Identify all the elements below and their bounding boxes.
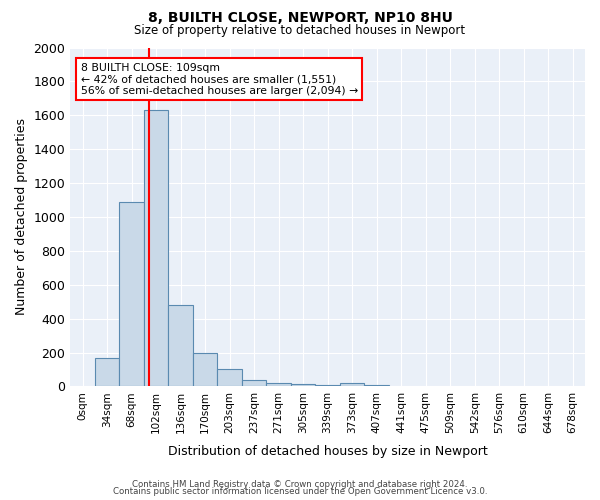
Bar [144,110,169,386]
Bar [217,370,242,386]
Bar [316,384,340,386]
Bar [169,305,193,386]
Y-axis label: Number of detached properties: Number of detached properties [15,118,28,316]
Bar [95,358,119,386]
Bar [119,202,144,386]
Bar [291,384,316,386]
Bar [193,352,217,386]
Bar [364,384,389,386]
Text: Contains public sector information licensed under the Open Government Licence v3: Contains public sector information licen… [113,487,487,496]
Bar [340,383,364,386]
Text: Contains HM Land Registry data © Crown copyright and database right 2024.: Contains HM Land Registry data © Crown c… [132,480,468,489]
Bar [266,383,291,386]
Text: 8, BUILTH CLOSE, NEWPORT, NP10 8HU: 8, BUILTH CLOSE, NEWPORT, NP10 8HU [148,11,452,25]
Text: 8 BUILTH CLOSE: 109sqm
← 42% of detached houses are smaller (1,551)
56% of semi-: 8 BUILTH CLOSE: 109sqm ← 42% of detached… [80,63,358,96]
Bar [242,380,266,386]
Text: Size of property relative to detached houses in Newport: Size of property relative to detached ho… [134,24,466,37]
X-axis label: Distribution of detached houses by size in Newport: Distribution of detached houses by size … [168,444,488,458]
